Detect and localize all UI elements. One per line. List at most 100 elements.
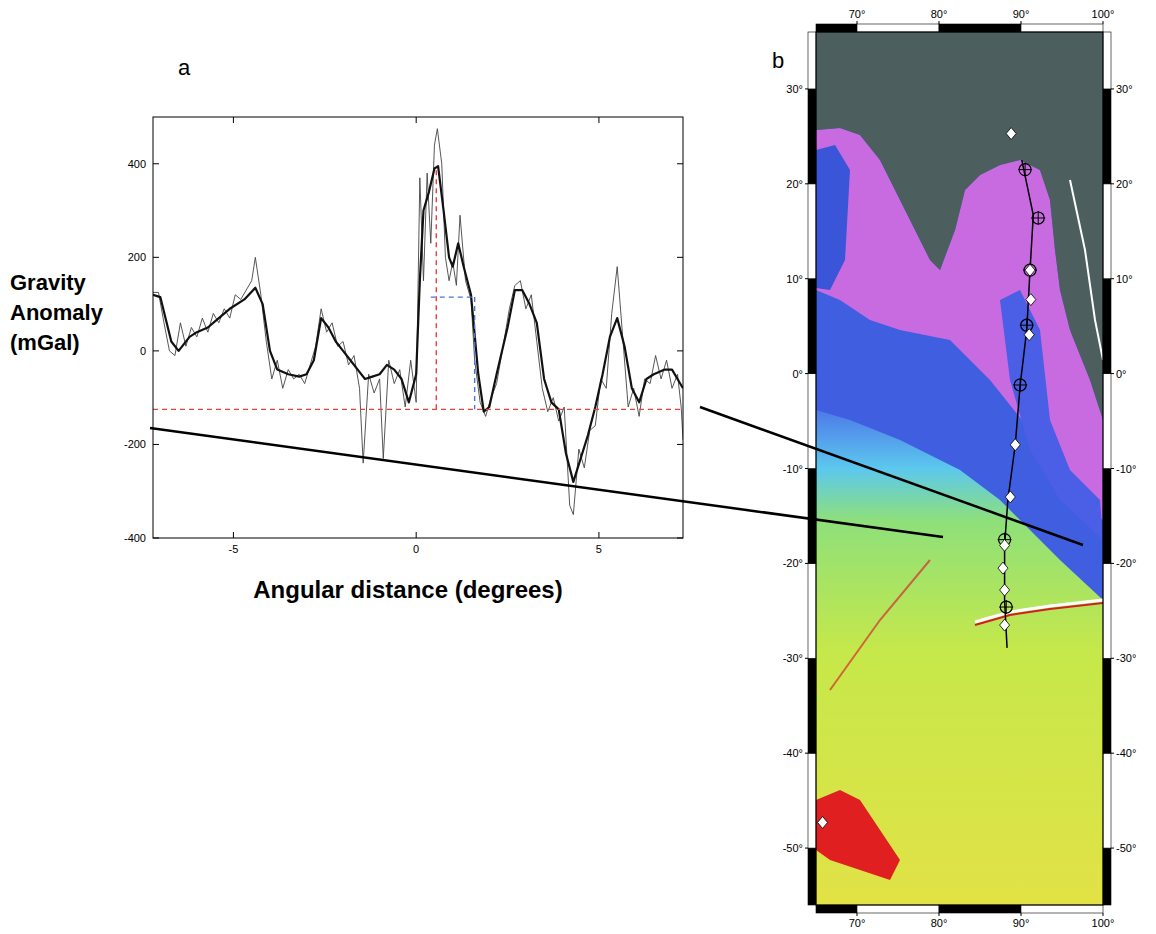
site-marker	[999, 600, 1013, 614]
diamond	[1005, 491, 1015, 503]
y-axis-title: GravityAnomaly(mGal)	[10, 270, 104, 355]
site-marker	[1000, 619, 1010, 631]
y-tick	[805, 373, 808, 374]
cross	[1020, 378, 1021, 392]
y-tick-label: -400	[124, 532, 146, 544]
frame-band	[808, 848, 816, 905]
y-axis-title-line: (mGal)	[10, 330, 80, 355]
y-tick	[153, 257, 159, 258]
site-marker	[1006, 128, 1016, 140]
frame-band	[1103, 658, 1111, 753]
y-tick	[805, 183, 808, 184]
y-tick	[1111, 183, 1114, 184]
frame-band	[1103, 32, 1111, 89]
x-tick-label: 100°	[1092, 8, 1115, 20]
y-tick-label: 20°	[1116, 178, 1133, 190]
ridge-red	[975, 603, 1103, 625]
y-tick	[153, 163, 159, 164]
frame-band	[808, 89, 816, 184]
site-marker	[1023, 263, 1037, 277]
frame-band	[1103, 563, 1111, 658]
frame-band	[857, 905, 939, 913]
x-tick	[1021, 913, 1022, 916]
cross	[1006, 600, 1007, 614]
x-tick	[598, 117, 599, 123]
frame-band	[808, 279, 816, 374]
x-tick-label: 90°	[1013, 8, 1030, 20]
fracture-zone	[830, 560, 930, 690]
land	[816, 32, 1103, 420]
site-marker	[1000, 584, 1010, 596]
plot-series	[153, 129, 683, 515]
y-tick	[805, 753, 808, 754]
y-tick	[1111, 88, 1114, 89]
frame-band	[1103, 184, 1111, 279]
y-tick	[153, 350, 159, 351]
trench	[1070, 180, 1103, 360]
site-marker	[1013, 378, 1027, 392]
diamond	[1000, 584, 1010, 596]
site-marker	[1000, 539, 1010, 551]
plot-area	[153, 117, 683, 538]
frame-band	[808, 374, 816, 469]
x-tick-label: 70°	[849, 917, 866, 929]
y-tick-label: -200	[124, 438, 146, 450]
frame-band	[939, 24, 1021, 32]
diamond	[1010, 439, 1020, 451]
x-tick-label: 90°	[1013, 917, 1030, 929]
circle	[1024, 264, 1036, 276]
y-tick	[1111, 468, 1114, 469]
y-tick-label: 0°	[792, 368, 803, 380]
diamond	[818, 816, 828, 828]
site-marker	[818, 816, 828, 828]
y-tick	[805, 848, 808, 849]
gravity-profile	[153, 129, 683, 515]
y-tick-label: 0	[140, 345, 146, 357]
y-axis-title-line: Anomaly	[10, 300, 104, 325]
y-tick-label: 0°	[1116, 368, 1127, 380]
x-tick	[416, 532, 417, 538]
cross	[1025, 163, 1026, 177]
y-tick-label: -20°	[783, 557, 803, 569]
connector-line	[700, 407, 1083, 545]
map-area	[816, 32, 1103, 905]
circle	[1021, 319, 1033, 331]
x-tick	[857, 913, 858, 916]
ocean	[816, 32, 1103, 905]
site-marker	[1010, 439, 1020, 451]
y-tick-label: -40°	[1116, 747, 1136, 759]
reference-line	[153, 409, 683, 410]
site-marker	[1024, 329, 1034, 341]
y-tick-label: -10°	[783, 463, 803, 475]
frame-band	[816, 905, 857, 913]
plateau-red	[816, 790, 900, 880]
x-axis-title: Angular distance (degrees)	[253, 576, 562, 603]
y-tick	[677, 163, 683, 164]
y-tick	[1111, 563, 1114, 564]
y-tick-label: -30°	[783, 652, 803, 664]
y-tick	[1111, 848, 1114, 849]
y-tick-label: -50°	[1116, 842, 1136, 854]
x-tick-label: 5	[596, 543, 602, 555]
site-marker	[1005, 491, 1015, 503]
y-tick	[1111, 373, 1114, 374]
y-tick-label: -20°	[1116, 557, 1136, 569]
y-tick	[1111, 753, 1114, 754]
y-tick-label: 20°	[786, 178, 803, 190]
frame-band	[1021, 24, 1103, 32]
y-tick	[805, 88, 808, 89]
x-tick-label: 0	[413, 543, 419, 555]
diamond	[1000, 539, 1010, 551]
x-tick-label: 80°	[931, 917, 948, 929]
cross	[1026, 318, 1027, 332]
frame-band	[808, 32, 816, 89]
y-tick-label: 30°	[786, 83, 803, 95]
frame-band	[1103, 279, 1111, 374]
site-marker	[998, 562, 1008, 574]
frame-band	[857, 24, 939, 32]
panel-label: b	[772, 48, 784, 73]
frame-band	[1103, 469, 1111, 564]
track-line	[1005, 160, 1034, 648]
frame-band	[1103, 374, 1111, 469]
diamond	[998, 562, 1008, 574]
